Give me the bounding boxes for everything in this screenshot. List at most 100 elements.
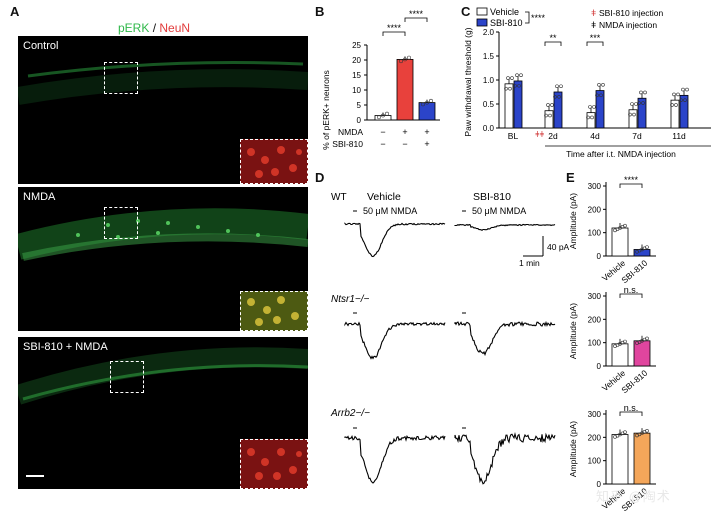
b-bars: [375, 56, 435, 120]
d-stim1: 50 μM NMDA: [363, 206, 417, 216]
c-bars: [505, 74, 689, 128]
c-xtick-label: 4d: [590, 131, 600, 141]
micrograph-nmda: NMDA: [18, 187, 308, 331]
c-bar: [587, 113, 595, 128]
e-bar: [612, 435, 628, 484]
panel-a-title: pERK / NeuN: [118, 21, 190, 35]
d-col1-label: Vehicle: [367, 191, 401, 203]
legend-sig: ****: [531, 13, 546, 23]
e-point: [646, 429, 649, 432]
roi-box: [110, 361, 144, 393]
trace-arrb2-vehicle: [345, 436, 445, 483]
e-point: [646, 246, 649, 249]
c-point: [507, 77, 510, 80]
e-ytick-label: 0: [597, 252, 602, 261]
e-ylabel: Amplitude (pA): [568, 193, 578, 249]
b-yticks: 0510152025: [352, 41, 367, 125]
chart-b: % of pERK+ neurons 0510152025 **** **** …: [315, 10, 455, 170]
c-sig2: ***: [590, 33, 601, 43]
inj1-label: SBI-810 injection: [599, 8, 664, 18]
e-point: [624, 340, 627, 343]
c-xtick-label: BL: [508, 131, 519, 141]
c-point: [589, 105, 592, 108]
b-sig1: ****: [387, 23, 402, 33]
roi-box: [104, 62, 138, 94]
syringe-red-icon: ǂ: [591, 8, 596, 18]
b-point: [407, 56, 410, 59]
legend-vehicle: Vehicle: [490, 7, 519, 17]
c-xlabel: Time after i.t. NMDA injection: [566, 149, 676, 159]
c-bar: [671, 100, 679, 128]
d-ntsr1-label: Ntsr1−/−: [331, 294, 370, 305]
c-point: [640, 91, 643, 94]
trace-ntsr1-vehicle: [345, 323, 445, 359]
trace-wt-sbi: [455, 225, 555, 231]
c-point: [677, 93, 680, 96]
e-ylabel: Amplitude (pA): [568, 421, 578, 477]
b-row1-label: NMDA: [338, 127, 363, 137]
b-point: [385, 112, 388, 115]
b-ytick-label: 5: [357, 101, 362, 110]
e-ytick-label: 200: [588, 433, 602, 442]
c-bar: [629, 110, 637, 128]
c-ytick-label: 2.0: [483, 28, 495, 37]
c-sig1: **: [549, 33, 557, 43]
e-ytick-label: 100: [588, 229, 602, 238]
micrograph-sbi-nmda: SBI-810 + NMDA: [18, 337, 308, 489]
b-ylabel: % of pERK+ neurons: [321, 70, 331, 150]
c-bar: [680, 95, 688, 128]
legend-sbi: SBI-810: [490, 18, 523, 28]
c-ytick-label: 1.5: [483, 52, 495, 61]
c-point: [686, 88, 689, 91]
c-point: [551, 103, 554, 106]
injection-marker-icon: ǂǂ: [535, 130, 545, 139]
c-xtick-label: 7d: [632, 131, 642, 141]
e-ytick-label: 300: [588, 410, 602, 419]
inset-image: [240, 439, 308, 489]
b-row1-c1: −: [380, 127, 385, 137]
b-ytick-label: 20: [352, 56, 361, 65]
inset-image: [240, 291, 308, 331]
c-bar: [545, 111, 553, 128]
d-scale-x-label: 1 min: [519, 258, 540, 268]
b-sig2: ****: [409, 10, 424, 19]
scale-bar: [26, 475, 44, 477]
b-row2-label: SBI-810: [332, 139, 363, 149]
d-arrb2-label: Arrb2−/−: [330, 408, 370, 419]
c-point: [511, 77, 514, 80]
trace-wt-vehicle: [345, 223, 445, 256]
c-ytick-label: 0.0: [483, 124, 495, 133]
c-point: [560, 85, 563, 88]
sbi-nmda-label: SBI-810 + NMDA: [23, 341, 108, 353]
c-ytick-label: 1.0: [483, 76, 495, 85]
c-point: [682, 88, 685, 91]
b-row2-c1: −: [380, 139, 385, 149]
e-ytick-label: 100: [588, 457, 602, 466]
b-row2-c2: −: [402, 139, 407, 149]
control-label: Control: [23, 40, 58, 52]
e-sig-label: n.s.: [624, 403, 639, 413]
e-bar: [634, 433, 650, 484]
e-ylabel: Amplitude (pA): [568, 303, 578, 359]
perk-label: pERK: [118, 21, 149, 35]
b-point: [429, 99, 432, 102]
e-ytick-label: 300: [588, 182, 602, 191]
e-ytick-label: 200: [588, 315, 602, 324]
c-ylabel: Paw withdrawal threshold (g): [463, 27, 473, 136]
e-ytick-label: 100: [588, 339, 602, 348]
c-bar: [554, 92, 562, 128]
inset-image: [240, 139, 308, 184]
c-point: [547, 103, 550, 106]
trace-ntsr1-sbi: [455, 322, 555, 354]
b-row1-c3: +: [424, 127, 429, 137]
c-point: [520, 74, 523, 77]
e-sig-label: ****: [624, 175, 639, 185]
legend-vehicle-swatch: [477, 8, 487, 15]
c-point: [631, 103, 634, 106]
c-point: [673, 93, 676, 96]
e-point: [624, 431, 627, 434]
traces-d: WT Vehicle SBI-810 50 μM NMDA 50 μM NMDA…: [315, 170, 575, 510]
d-stim2: 50 μM NMDA: [472, 206, 526, 216]
e-point: [646, 337, 649, 340]
c-ytick-label: 0.5: [483, 100, 495, 109]
